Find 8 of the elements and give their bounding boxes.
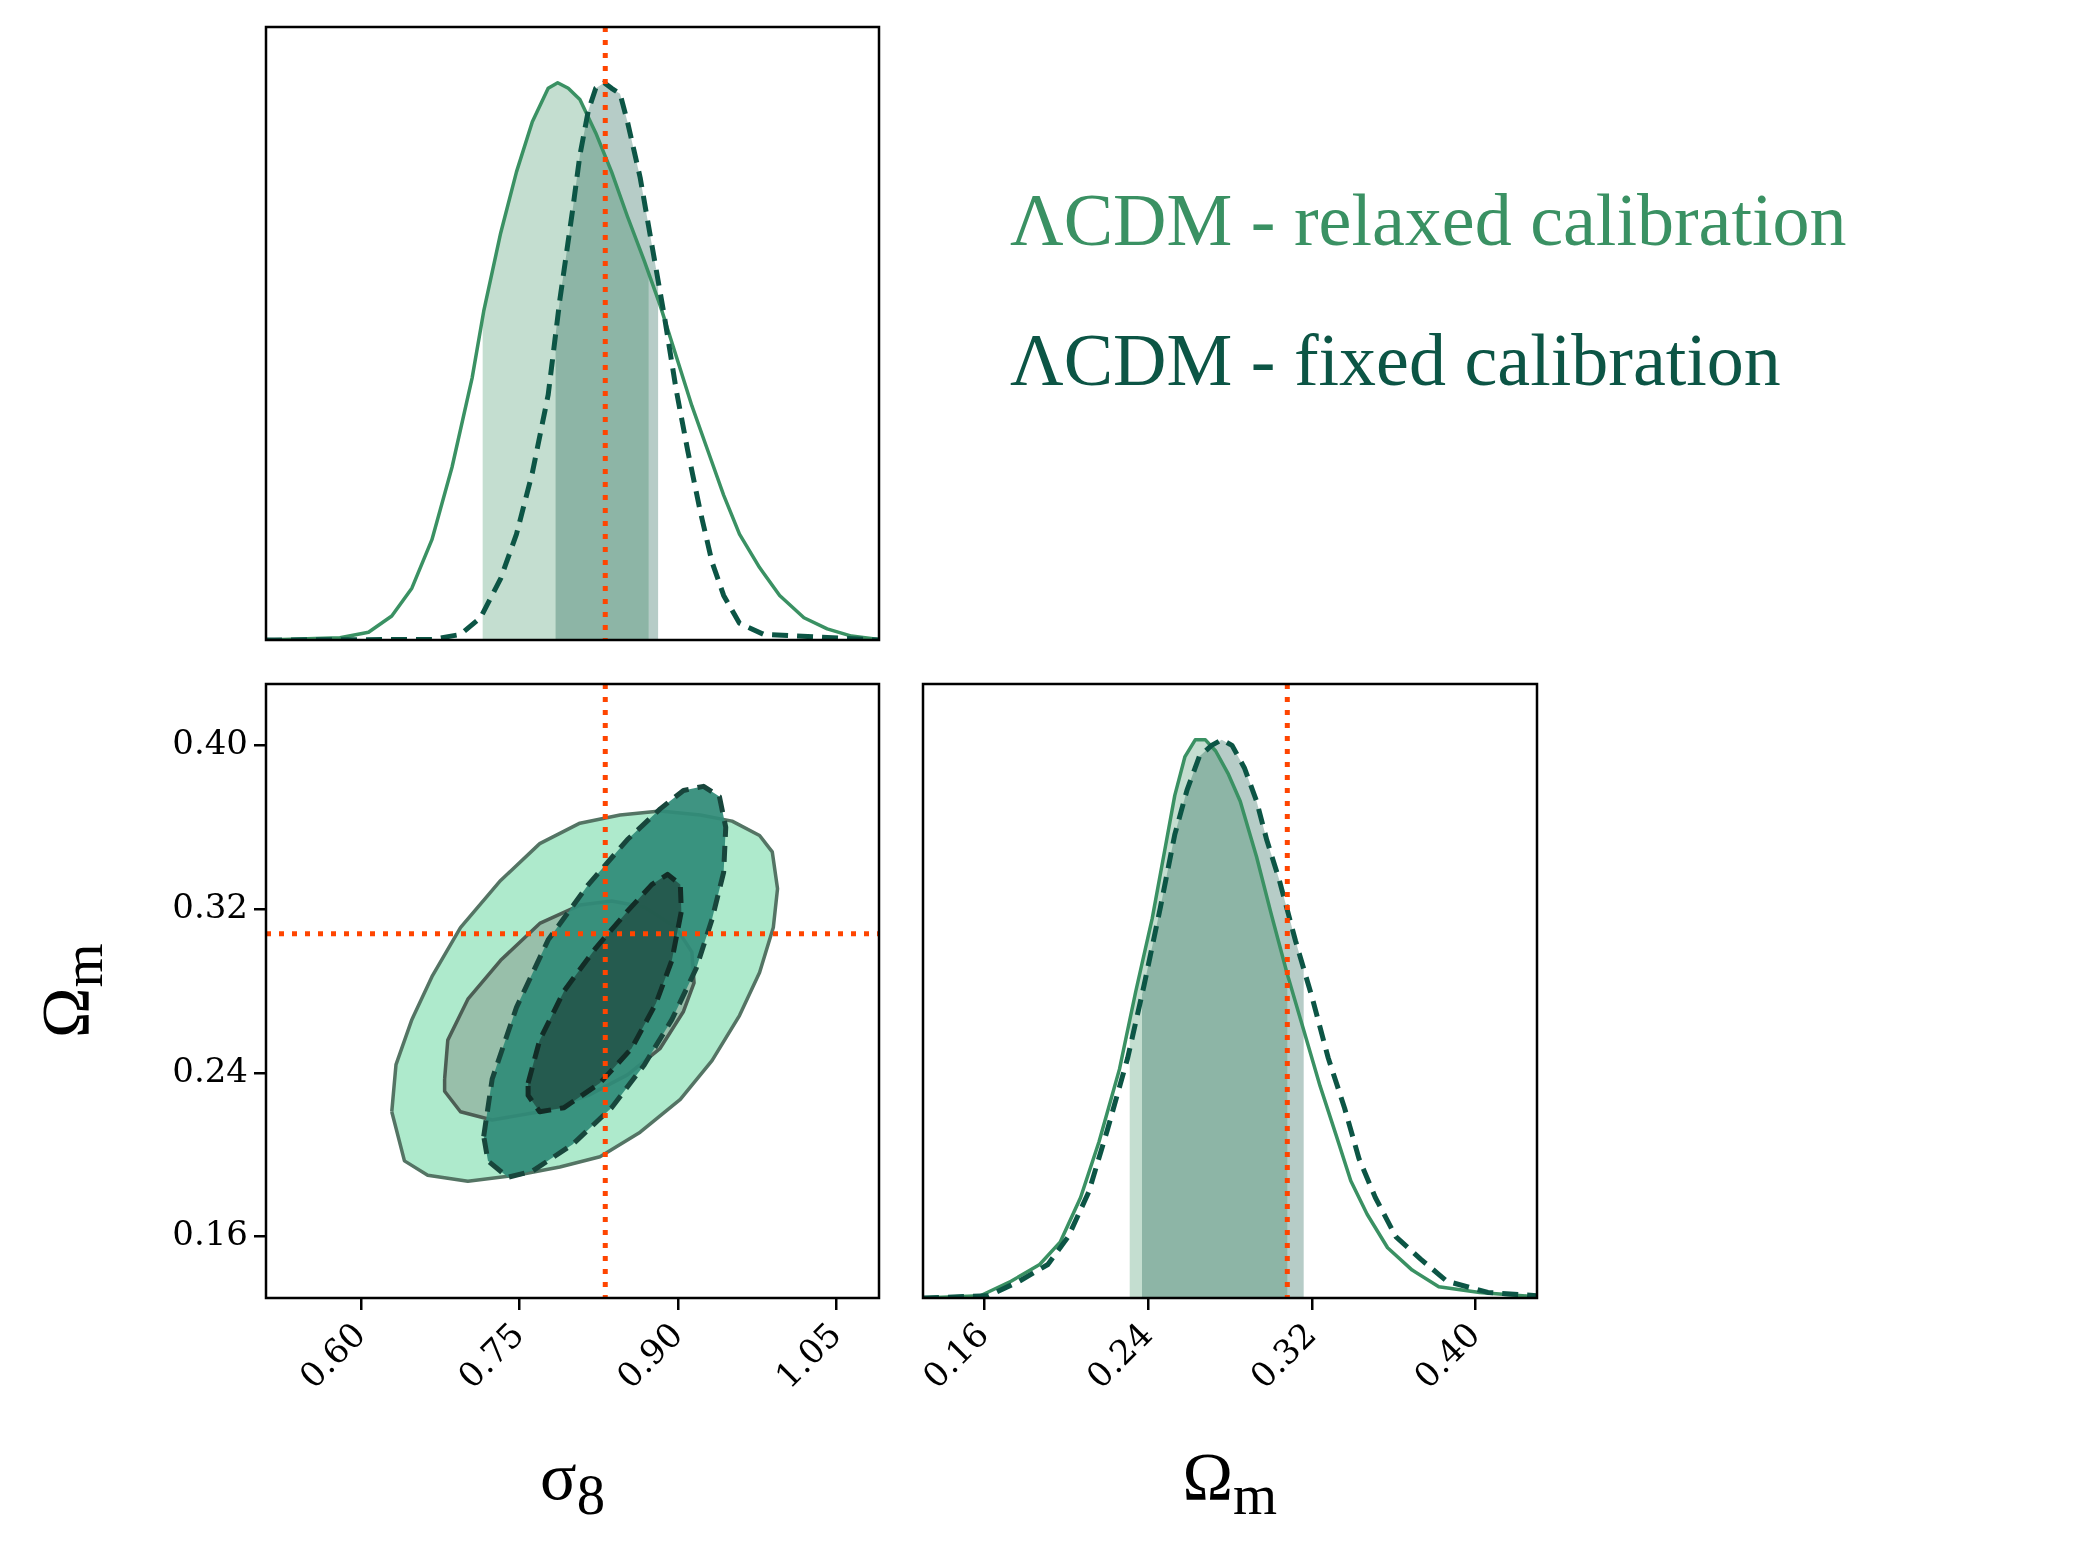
y-tick-label: 0.24 (172, 1049, 248, 1090)
text: ΛCDM - relaxed calibration (1010, 178, 1847, 263)
text: ΛCDM - fixed calibration (1010, 318, 1782, 403)
x-axis-title: σ$_{8}$ (540, 1437, 605, 1527)
y-tick-label: 0.40 (172, 722, 248, 763)
y-tick-label: 0.16 (172, 1213, 248, 1254)
x-axis-title: Ω$_{m}$ (1182, 1437, 1278, 1527)
y-tick-label: 0.32 (172, 885, 248, 926)
